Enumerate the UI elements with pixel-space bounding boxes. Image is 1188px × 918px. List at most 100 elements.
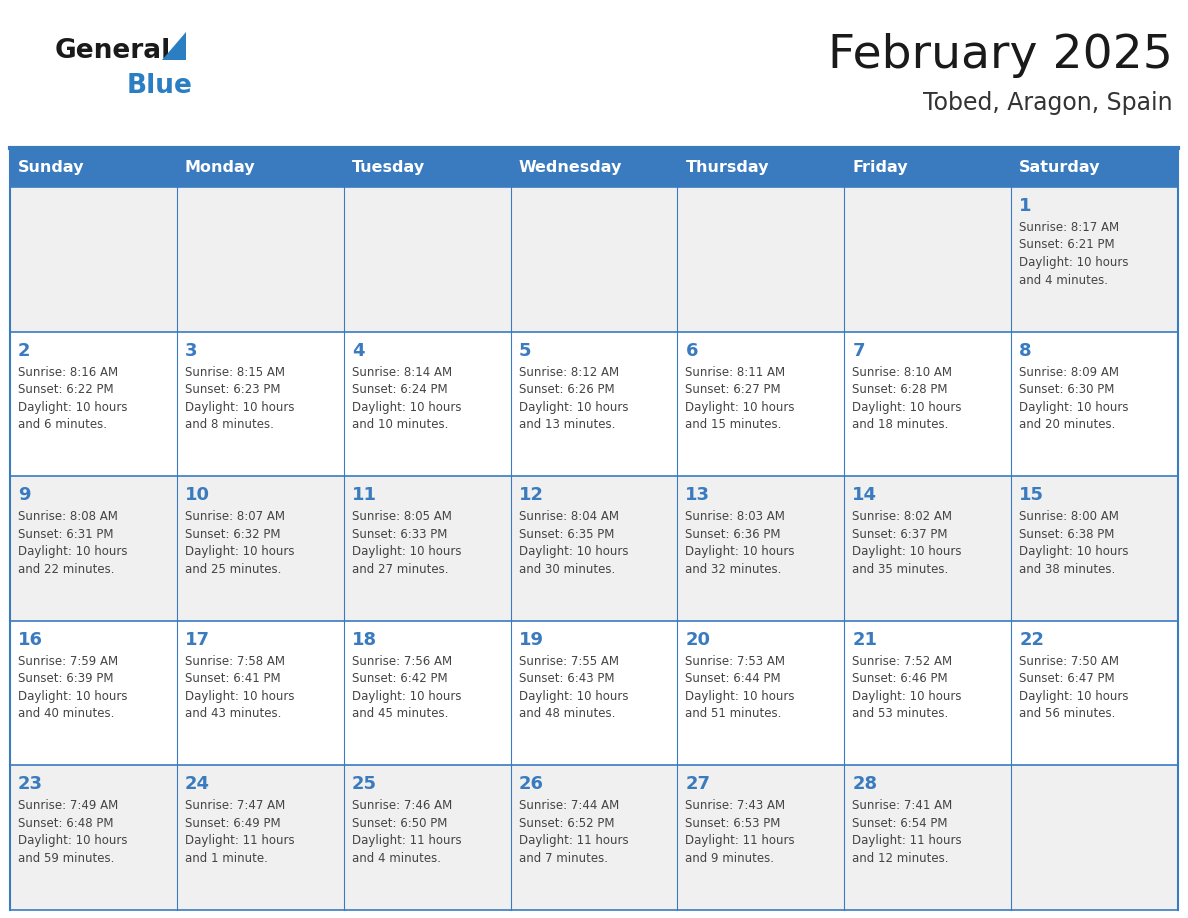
Text: 24: 24	[185, 776, 210, 793]
Text: Daylight: 11 hours: Daylight: 11 hours	[852, 834, 962, 847]
Text: 28: 28	[852, 776, 878, 793]
Text: and 22 minutes.: and 22 minutes.	[18, 563, 114, 576]
Text: 4: 4	[352, 341, 365, 360]
Text: Sunset: 6:28 PM: Sunset: 6:28 PM	[852, 383, 948, 396]
Text: 10: 10	[185, 487, 210, 504]
Text: 23: 23	[18, 776, 43, 793]
Text: 15: 15	[1019, 487, 1044, 504]
Text: and 20 minutes.: and 20 minutes.	[1019, 418, 1116, 431]
Text: Daylight: 10 hours: Daylight: 10 hours	[685, 545, 795, 558]
Text: Daylight: 10 hours: Daylight: 10 hours	[185, 400, 295, 414]
Text: Monday: Monday	[185, 160, 255, 175]
Text: 19: 19	[519, 631, 544, 649]
Text: Sunset: 6:35 PM: Sunset: 6:35 PM	[519, 528, 614, 541]
Text: 17: 17	[185, 631, 210, 649]
Text: Sunrise: 8:15 AM: Sunrise: 8:15 AM	[185, 365, 285, 378]
Text: and 9 minutes.: and 9 minutes.	[685, 852, 775, 865]
Text: Sunset: 6:26 PM: Sunset: 6:26 PM	[519, 383, 614, 396]
Text: Sunrise: 7:52 AM: Sunrise: 7:52 AM	[852, 655, 953, 667]
Text: Sunrise: 7:44 AM: Sunrise: 7:44 AM	[519, 800, 619, 812]
Text: and 27 minutes.: and 27 minutes.	[352, 563, 448, 576]
Text: Sunday: Sunday	[18, 160, 84, 175]
Polygon shape	[162, 32, 187, 60]
Text: Sunset: 6:52 PM: Sunset: 6:52 PM	[519, 817, 614, 830]
Text: 14: 14	[852, 487, 877, 504]
Text: Wednesday: Wednesday	[519, 160, 623, 175]
Text: and 6 minutes.: and 6 minutes.	[18, 418, 107, 431]
Text: Sunrise: 8:16 AM: Sunrise: 8:16 AM	[18, 365, 118, 378]
Text: and 35 minutes.: and 35 minutes.	[852, 563, 948, 576]
Text: Tobed, Aragon, Spain: Tobed, Aragon, Spain	[923, 91, 1173, 115]
Text: Sunrise: 7:50 AM: Sunrise: 7:50 AM	[1019, 655, 1119, 667]
Text: Sunrise: 7:49 AM: Sunrise: 7:49 AM	[18, 800, 119, 812]
Text: and 8 minutes.: and 8 minutes.	[185, 418, 273, 431]
Text: Sunset: 6:21 PM: Sunset: 6:21 PM	[1019, 239, 1114, 252]
Text: 7: 7	[852, 341, 865, 360]
Text: and 40 minutes.: and 40 minutes.	[18, 707, 114, 721]
Text: 27: 27	[685, 776, 710, 793]
Text: Sunset: 6:48 PM: Sunset: 6:48 PM	[18, 817, 114, 830]
Text: 1: 1	[1019, 197, 1031, 215]
Text: Daylight: 10 hours: Daylight: 10 hours	[352, 545, 461, 558]
Text: Sunset: 6:32 PM: Sunset: 6:32 PM	[185, 528, 280, 541]
Text: Sunrise: 7:43 AM: Sunrise: 7:43 AM	[685, 800, 785, 812]
Text: and 4 minutes.: and 4 minutes.	[352, 852, 441, 865]
Text: and 18 minutes.: and 18 minutes.	[852, 418, 949, 431]
Text: and 45 minutes.: and 45 minutes.	[352, 707, 448, 721]
Text: Daylight: 11 hours: Daylight: 11 hours	[352, 834, 461, 847]
Text: Sunset: 6:54 PM: Sunset: 6:54 PM	[852, 817, 948, 830]
Text: February 2025: February 2025	[828, 33, 1173, 78]
Text: 21: 21	[852, 631, 877, 649]
Text: 11: 11	[352, 487, 377, 504]
Text: Sunrise: 8:14 AM: Sunrise: 8:14 AM	[352, 365, 451, 378]
Bar	[10, 621, 1178, 766]
Text: Sunset: 6:31 PM: Sunset: 6:31 PM	[18, 528, 114, 541]
Text: Daylight: 10 hours: Daylight: 10 hours	[852, 689, 962, 703]
Text: Daylight: 11 hours: Daylight: 11 hours	[185, 834, 295, 847]
Text: Sunrise: 7:53 AM: Sunrise: 7:53 AM	[685, 655, 785, 667]
Text: Daylight: 10 hours: Daylight: 10 hours	[18, 834, 127, 847]
Text: and 13 minutes.: and 13 minutes.	[519, 418, 615, 431]
Text: and 12 minutes.: and 12 minutes.	[852, 852, 949, 865]
Text: and 51 minutes.: and 51 minutes.	[685, 707, 782, 721]
Text: Daylight: 10 hours: Daylight: 10 hours	[352, 689, 461, 703]
Text: Sunset: 6:27 PM: Sunset: 6:27 PM	[685, 383, 781, 396]
Bar	[10, 331, 1178, 476]
Text: Daylight: 10 hours: Daylight: 10 hours	[18, 689, 127, 703]
Text: and 38 minutes.: and 38 minutes.	[1019, 563, 1116, 576]
Text: 8: 8	[1019, 341, 1031, 360]
Text: 22: 22	[1019, 631, 1044, 649]
Text: Sunrise: 8:02 AM: Sunrise: 8:02 AM	[852, 510, 953, 523]
Text: Sunset: 6:38 PM: Sunset: 6:38 PM	[1019, 528, 1114, 541]
Text: Sunset: 6:24 PM: Sunset: 6:24 PM	[352, 383, 448, 396]
Text: Daylight: 10 hours: Daylight: 10 hours	[852, 400, 962, 414]
Text: Sunset: 6:33 PM: Sunset: 6:33 PM	[352, 528, 447, 541]
Text: Daylight: 10 hours: Daylight: 10 hours	[352, 400, 461, 414]
Text: 2: 2	[18, 341, 31, 360]
Text: 3: 3	[185, 341, 197, 360]
Text: Sunrise: 8:05 AM: Sunrise: 8:05 AM	[352, 510, 451, 523]
Text: Sunrise: 8:08 AM: Sunrise: 8:08 AM	[18, 510, 118, 523]
Text: 5: 5	[519, 341, 531, 360]
Text: Daylight: 10 hours: Daylight: 10 hours	[519, 689, 628, 703]
Text: Daylight: 10 hours: Daylight: 10 hours	[1019, 545, 1129, 558]
Text: Sunset: 6:42 PM: Sunset: 6:42 PM	[352, 672, 448, 686]
Text: and 1 minute.: and 1 minute.	[185, 852, 267, 865]
Text: 16: 16	[18, 631, 43, 649]
Text: Sunrise: 7:46 AM: Sunrise: 7:46 AM	[352, 800, 451, 812]
Text: Sunrise: 8:17 AM: Sunrise: 8:17 AM	[1019, 221, 1119, 234]
Text: Daylight: 10 hours: Daylight: 10 hours	[1019, 689, 1129, 703]
Bar	[10, 766, 1178, 910]
Text: Sunrise: 8:03 AM: Sunrise: 8:03 AM	[685, 510, 785, 523]
Text: Daylight: 10 hours: Daylight: 10 hours	[685, 689, 795, 703]
Text: and 25 minutes.: and 25 minutes.	[185, 563, 282, 576]
Text: and 43 minutes.: and 43 minutes.	[185, 707, 282, 721]
Text: 25: 25	[352, 776, 377, 793]
Text: Sunset: 6:37 PM: Sunset: 6:37 PM	[852, 528, 948, 541]
Text: Sunset: 6:22 PM: Sunset: 6:22 PM	[18, 383, 114, 396]
Text: Daylight: 10 hours: Daylight: 10 hours	[18, 545, 127, 558]
Text: 9: 9	[18, 487, 31, 504]
Text: and 4 minutes.: and 4 minutes.	[1019, 274, 1108, 286]
Text: Sunset: 6:50 PM: Sunset: 6:50 PM	[352, 817, 447, 830]
Text: Daylight: 10 hours: Daylight: 10 hours	[185, 545, 295, 558]
